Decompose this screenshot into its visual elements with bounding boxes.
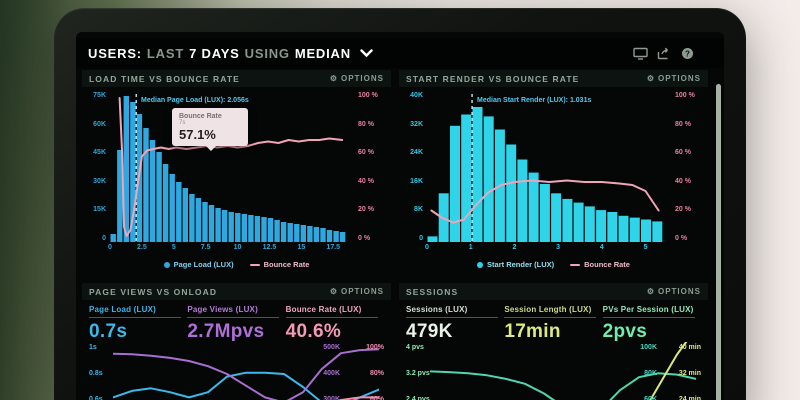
share-icon[interactable] [657,47,672,60]
dashboard-screen: USERS: LAST 7 DAYS USING MEDIAN ? [76,32,724,400]
svg-text:?: ? [685,49,690,58]
mini-line-chart: 1s 500K 100% 0.8s 400K 80% 0.6s 300K 60% [89,342,384,400]
options-button[interactable]: ⚙ OPTIONS [646,74,701,83]
users-range-dropdown[interactable]: USERS: LAST 7 DAYS USING MEDIAN [88,46,373,61]
scrollbar[interactable] [716,84,721,400]
title-median: MEDIAN [294,45,351,61]
gear-icon: ⚙ [329,74,338,83]
chart-area: 75K 60K 45K 30K 15K 0 Median Page Load (LUX):… [82,92,391,242]
metric-bounce-rate: Bounce Rate (LUX) 40.6% [285,305,381,343]
legend-bounce-rate: Bounce Rate [249,260,309,269]
gear-icon: ⚙ [329,287,338,296]
tooltip-title: Bounce Rate [179,113,222,120]
y-axis-left: 75K 60K 45K 30K 15K 0 [93,92,106,242]
panel-title: LOAD TIME VS BOUNCE RATE [89,73,240,84]
panel-header: SESSIONS ⚙ OPTIONS [399,283,708,300]
chart-area: 40K 32K 24K 16K 8K 0 Median Start Render (LUX… [399,92,708,242]
gear-icon: ⚙ [646,287,655,296]
metric-value: 40.6% [285,321,342,342]
bounce-rate-tooltip: Bounce Rate 7s 57.1% [172,108,248,151]
mini-line-chart: 4 pvs 100K 40 min 3.2 pvs 80K 32 min 2.4 pvs 60… [406,342,701,400]
tooltip-subtitle: 7s [179,120,186,126]
histogram-plot: Median Page Load (LUX): 2.056s Bounce Ra… [110,92,346,242]
panel-sessions: SESSIONS ⚙ OPTIONS Sessions (LUX) 479K Se… [399,283,708,400]
title-last: LAST [146,45,185,61]
y-axis-left: 40K 32K 24K 16K 8K 0 [410,92,423,242]
title-users: USERS: [88,45,142,61]
title-days: 7 DAYS [189,45,240,61]
tooltip-value: 57.1% [179,127,216,142]
panel-title: START RENDER VS BOUNCE RATE [406,73,580,84]
metric-value: 0.7s [89,321,128,342]
legend-dot-icon [477,261,484,268]
chevron-down-icon[interactable] [360,48,373,58]
dashboard-header: USERS: LAST 7 DAYS USING MEDIAN ? [76,38,724,68]
metric-sessions: Sessions (LUX) 479K [406,305,501,343]
panel-title: PAGE VIEWS VS ONLOAD [89,286,218,297]
metric-value: 2.7Mpvs [187,321,265,342]
chart-legend: Start Render (LUX) Bounce Rate [399,260,708,269]
metric-session-length: Session Length (LUX) 17min [504,305,599,343]
panel-page-views-vs-onload: PAGE VIEWS VS ONLOAD ⚙ OPTIONS Page Load … [82,283,391,400]
metric-value: 2pvs [602,321,648,342]
gear-icon: ⚙ [646,74,655,83]
legend-dot-icon [163,261,170,268]
metric-value: 479K [406,321,453,342]
help-icon[interactable]: ? [681,47,696,60]
divider [406,317,498,318]
panel-start-render-vs-bounce-rate: START RENDER VS BOUNCE RATE ⚙ OPTIONS 40K… [399,70,708,278]
divider [602,317,695,318]
divider [285,317,378,318]
histogram-plot: Median Start Render (LUX): 1.031s [427,92,663,242]
panel-title: SESSIONS [406,286,459,297]
legend-line-icon [249,263,260,266]
legend-bounce-rate: Bounce Rate [570,260,630,269]
metric-row: Page Load (LUX) 0.7s Page Views (LUX) 2.… [89,305,384,343]
options-button[interactable]: ⚙ OPTIONS [329,74,384,83]
legend-page-load: Page Load (LUX) [163,260,234,269]
laptop-bezel: USERS: LAST 7 DAYS USING MEDIAN ? [54,8,746,400]
metric-value: 17min [504,321,561,342]
panel-header: PAGE VIEWS VS ONLOAD ⚙ OPTIONS [82,283,391,300]
monitor-icon[interactable] [633,47,648,60]
title-using: USING [244,45,290,61]
median-annotation: Median Page Load (LUX): 2.056s [141,97,249,104]
metric-pvs-per-session: PVs Per Session (LUX) 2pvs [602,305,698,343]
panel-header: START RENDER VS BOUNCE RATE ⚙ OPTIONS [399,70,708,87]
options-button[interactable]: ⚙ OPTIONS [646,287,701,296]
metric-page-views: Page Views (LUX) 2.7Mpvs [187,305,282,343]
divider [504,317,597,318]
options-button[interactable]: ⚙ OPTIONS [329,287,384,296]
y-axis-right: 100 % 80 % 60 % 40 % 20 % 0 % [358,92,378,242]
panel-load-time-vs-bounce-rate: LOAD TIME VS BOUNCE RATE ⚙ OPTIONS 75K 60K… [82,70,391,278]
chart-legend: Page Load (LUX) Bounce Rate [82,260,391,269]
legend-start-render: Start Render (LUX) [477,260,554,269]
y-axis-right: 100 % 80 % 60 % 40 % 20 % 0 % [675,92,695,242]
median-annotation: Median Start Render (LUX): 1.031s [477,97,592,104]
header-icon-group: ? [633,47,696,60]
divider [89,317,181,318]
legend-line-icon [570,263,581,266]
panel-header: LOAD TIME VS BOUNCE RATE ⚙ OPTIONS [82,70,391,87]
metric-page-load: Page Load (LUX) 0.7s [89,305,184,343]
x-axis: 0 2.5 5 7.5 10 12.5 15 17.5 [108,244,341,251]
metric-row: Sessions (LUX) 479K Session Length (LUX)… [406,305,701,343]
divider [187,317,280,318]
